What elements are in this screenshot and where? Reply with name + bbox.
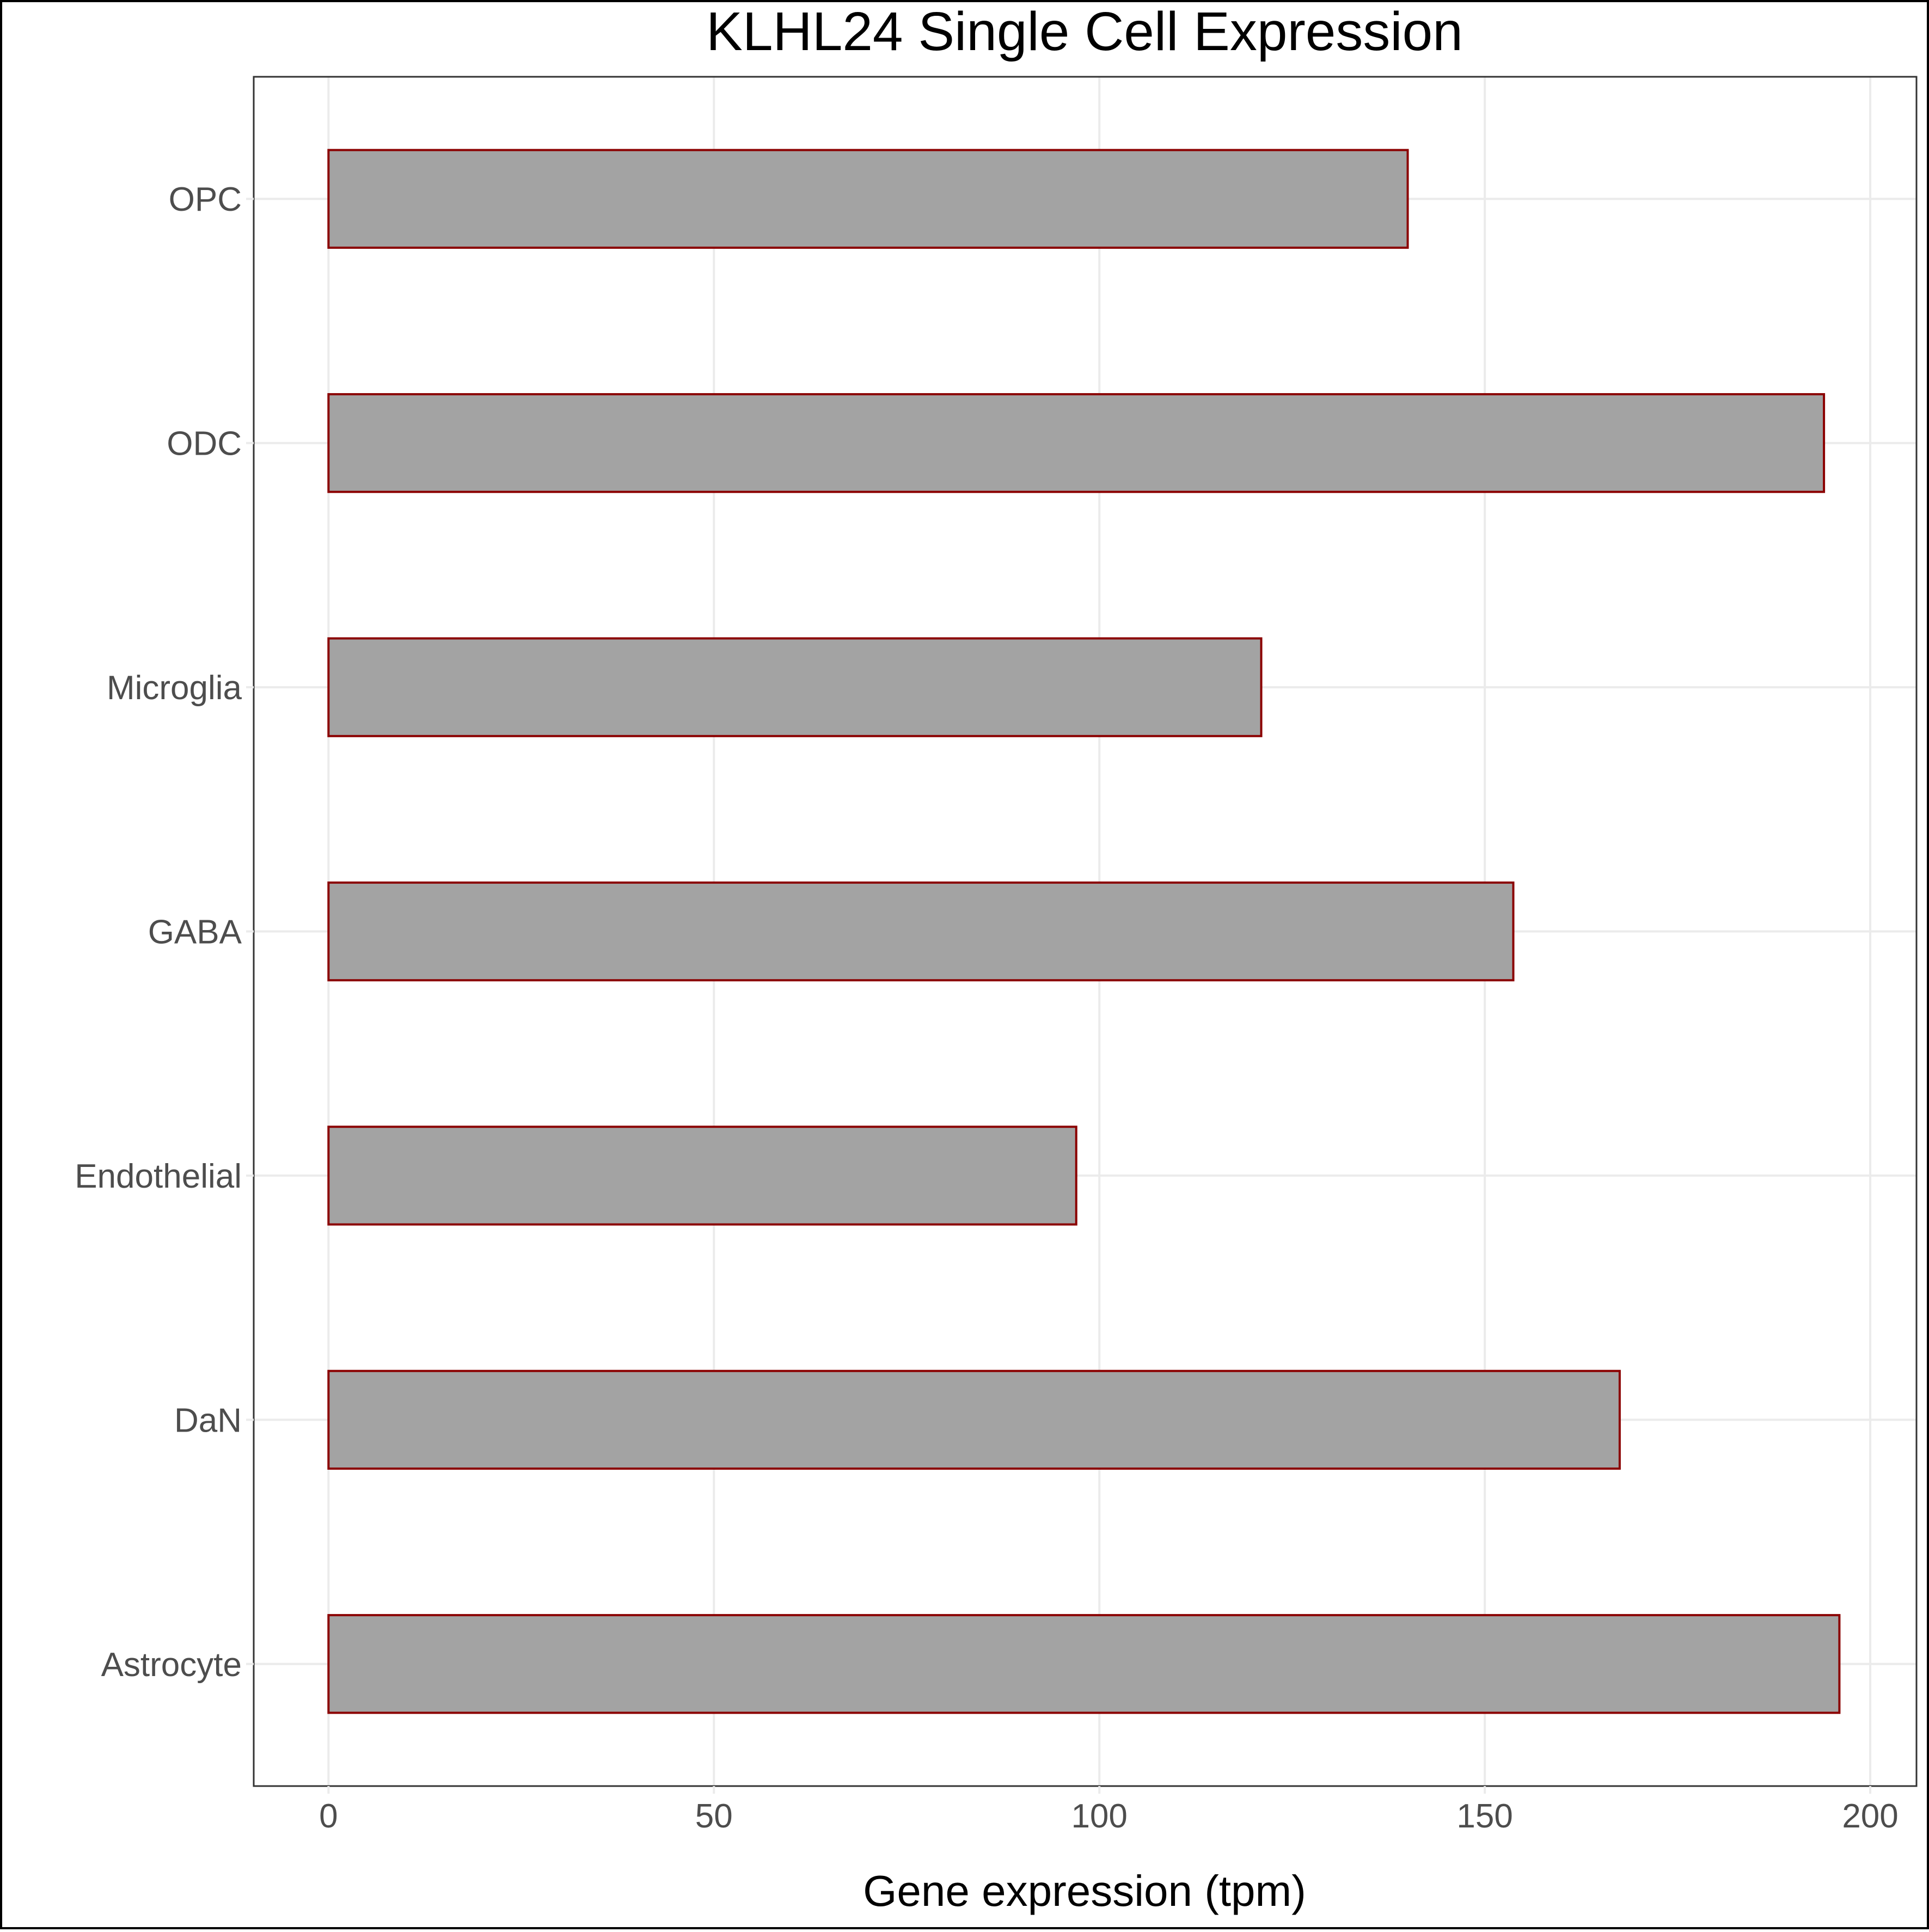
bar-gaba xyxy=(327,881,1515,982)
x-tick-label: 200 xyxy=(1842,1798,1898,1835)
y-tick-label: GABA xyxy=(148,914,242,951)
y-tick-label: Astrocyte xyxy=(101,1646,242,1684)
bars xyxy=(327,149,1841,1714)
x-tick-label: 50 xyxy=(695,1798,733,1835)
bar-dan xyxy=(327,1369,1621,1470)
chart-title: KLHL24 Single Cell Expression xyxy=(706,1,1463,62)
bar-opc xyxy=(327,149,1409,249)
y-tick-label: Microglia xyxy=(107,669,242,707)
axis-ticks: 0 50 100 150 200 Astrocyte DaN Endothelial GABA M… xyxy=(75,181,1899,1835)
y-tick-label: Endothelial xyxy=(75,1158,242,1195)
x-tick-label: 0 xyxy=(319,1798,338,1835)
bar-odc xyxy=(327,393,1826,493)
x-tick-label: 100 xyxy=(1071,1798,1127,1835)
y-tick-label: ODC xyxy=(167,425,242,463)
x-tick-label: 150 xyxy=(1456,1798,1512,1835)
y-tick-label: OPC xyxy=(169,181,242,218)
x-axis-title: Gene expression (tpm) xyxy=(863,1867,1306,1915)
bar-microglia xyxy=(327,637,1263,737)
y-tick-label: DaN xyxy=(174,1402,242,1439)
bar-endothelial xyxy=(327,1126,1077,1226)
bar-astrocyte xyxy=(327,1614,1841,1714)
